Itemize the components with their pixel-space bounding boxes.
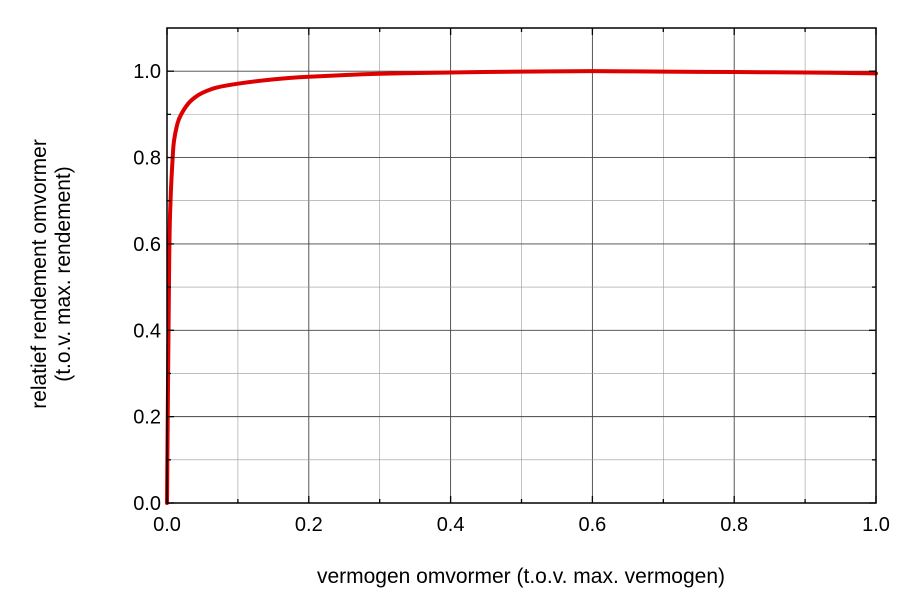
efficiency-curve <box>165 69 878 505</box>
x-tick-label: 0.6 <box>578 514 606 536</box>
x-axis-label: vermogen omvormer (t.o.v. max. vermogen) <box>317 565 725 588</box>
y-axis-label: relatief rendement omvormer (t.o.v. max.… <box>28 139 75 409</box>
x-tick-label: 1.0 <box>862 514 890 536</box>
y-tick-label: 1.0 <box>133 61 161 83</box>
y-tick-label: 0.4 <box>133 320 161 342</box>
x-tick-label: 0.8 <box>720 514 748 536</box>
y-tick-label: 0.0 <box>133 493 161 515</box>
y-axis-label-line1: relatief rendement omvormer <box>28 139 51 409</box>
y-tick-label: 0.8 <box>133 148 161 170</box>
y-tick-label: 0.6 <box>133 234 161 256</box>
x-tick-label: 0.4 <box>437 514 465 536</box>
x-tick-label: 0.2 <box>295 514 323 536</box>
axis-ticks: 0.0 0.2 0.4 0.6 0.8 1.0 0.0 0.2 0.4 0.6 0.8 1.0 <box>133 28 890 536</box>
y-axis-label-line2: (t.o.v. max. rendement) <box>52 166 75 382</box>
y-tick-label: 0.2 <box>133 407 161 429</box>
x-tick-label: 0.0 <box>153 514 181 536</box>
